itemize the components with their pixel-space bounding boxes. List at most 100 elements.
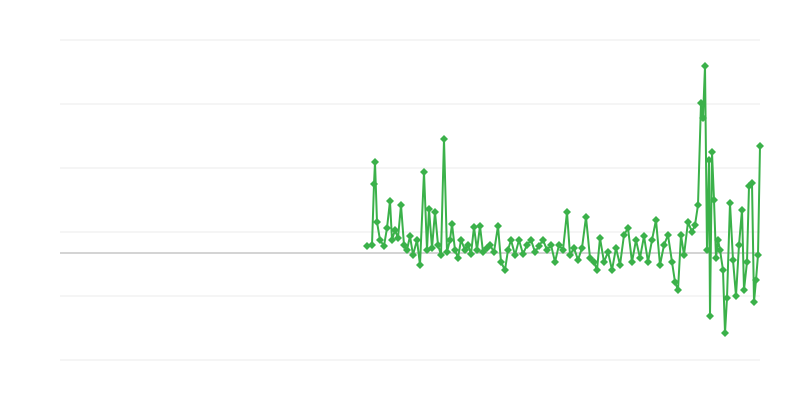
data-point: [656, 261, 664, 269]
data-point: [397, 201, 405, 209]
data-point: [507, 236, 515, 244]
data-point: [721, 329, 729, 337]
data-point: [750, 298, 758, 306]
data-point: [714, 236, 722, 244]
data-point: [551, 258, 559, 266]
data-point: [440, 135, 448, 143]
data-point: [515, 236, 523, 244]
data-point: [559, 246, 567, 254]
data-point: [527, 236, 535, 244]
data-point: [703, 246, 711, 254]
data-point: [708, 148, 716, 156]
data-point: [624, 224, 632, 232]
data-point: [454, 254, 462, 262]
data-point: [373, 218, 381, 226]
data-point: [428, 244, 436, 252]
data-point: [616, 261, 624, 269]
data-point: [644, 258, 652, 266]
data-point: [547, 241, 555, 249]
data-point: [566, 251, 574, 259]
data-point: [434, 241, 442, 249]
data-point: [590, 258, 598, 266]
data-point: [706, 312, 714, 320]
data-point: [371, 158, 379, 166]
data-point: [668, 258, 676, 266]
data-point: [726, 199, 734, 207]
data-point: [443, 248, 451, 256]
data-point: [671, 278, 679, 286]
data-point: [409, 251, 417, 259]
data-point: [648, 236, 656, 244]
data-point: [394, 234, 402, 242]
data-point: [680, 251, 688, 259]
data-point: [457, 236, 465, 244]
data-point: [694, 201, 702, 209]
data-point: [388, 236, 396, 244]
data-point: [574, 256, 582, 264]
data-point: [413, 236, 421, 244]
data-point: [716, 246, 724, 254]
data-point: [674, 286, 682, 294]
data-point: [697, 99, 705, 107]
data-point: [543, 246, 551, 254]
data-point: [578, 244, 586, 252]
data-point: [519, 250, 527, 258]
data-point: [425, 205, 433, 213]
data-point: [403, 246, 411, 254]
data-point: [756, 142, 764, 150]
data-point: [604, 248, 612, 256]
data-point: [563, 208, 571, 216]
data-point: [699, 114, 707, 122]
data-point: [470, 223, 478, 231]
data-point: [632, 236, 640, 244]
data-point: [446, 236, 454, 244]
data-point: [386, 197, 394, 205]
data-point: [582, 213, 590, 221]
data-point: [723, 294, 731, 302]
series-line: [366, 65, 761, 334]
data-point: [652, 216, 660, 224]
data-point: [748, 179, 756, 187]
data-point: [490, 248, 498, 256]
data-point: [752, 276, 760, 284]
data-point: [710, 196, 718, 204]
data-point: [448, 220, 456, 228]
data-point: [636, 254, 644, 262]
data-point: [596, 234, 604, 242]
data-point: [738, 206, 746, 214]
data-point: [740, 286, 748, 294]
data-point: [701, 62, 709, 70]
data-point: [535, 242, 543, 250]
data-point: [504, 246, 512, 254]
data-point: [523, 241, 531, 249]
data-point: [735, 241, 743, 249]
data-point: [712, 254, 720, 262]
data-point: [608, 266, 616, 274]
data-point: [406, 232, 414, 240]
data-point: [431, 208, 439, 216]
data-point: [570, 244, 578, 252]
data-point: [497, 258, 505, 266]
data-point: [416, 261, 424, 269]
data-point: [494, 222, 502, 230]
data-point: [600, 258, 608, 266]
data-point: [640, 232, 648, 240]
data-point: [370, 180, 378, 188]
data-point: [555, 241, 563, 249]
data-point: [464, 241, 472, 249]
data-point: [754, 251, 762, 259]
data-point: [719, 266, 727, 274]
data-point: [732, 292, 740, 300]
data-point: [420, 168, 428, 176]
data-point: [684, 218, 692, 226]
data-point: [660, 241, 668, 249]
data-point: [705, 156, 713, 164]
data-point: [688, 228, 696, 236]
data-point: [376, 236, 384, 244]
data-point: [451, 246, 459, 254]
data-point: [511, 251, 519, 259]
data-point: [628, 258, 636, 266]
data-point: [486, 241, 494, 249]
